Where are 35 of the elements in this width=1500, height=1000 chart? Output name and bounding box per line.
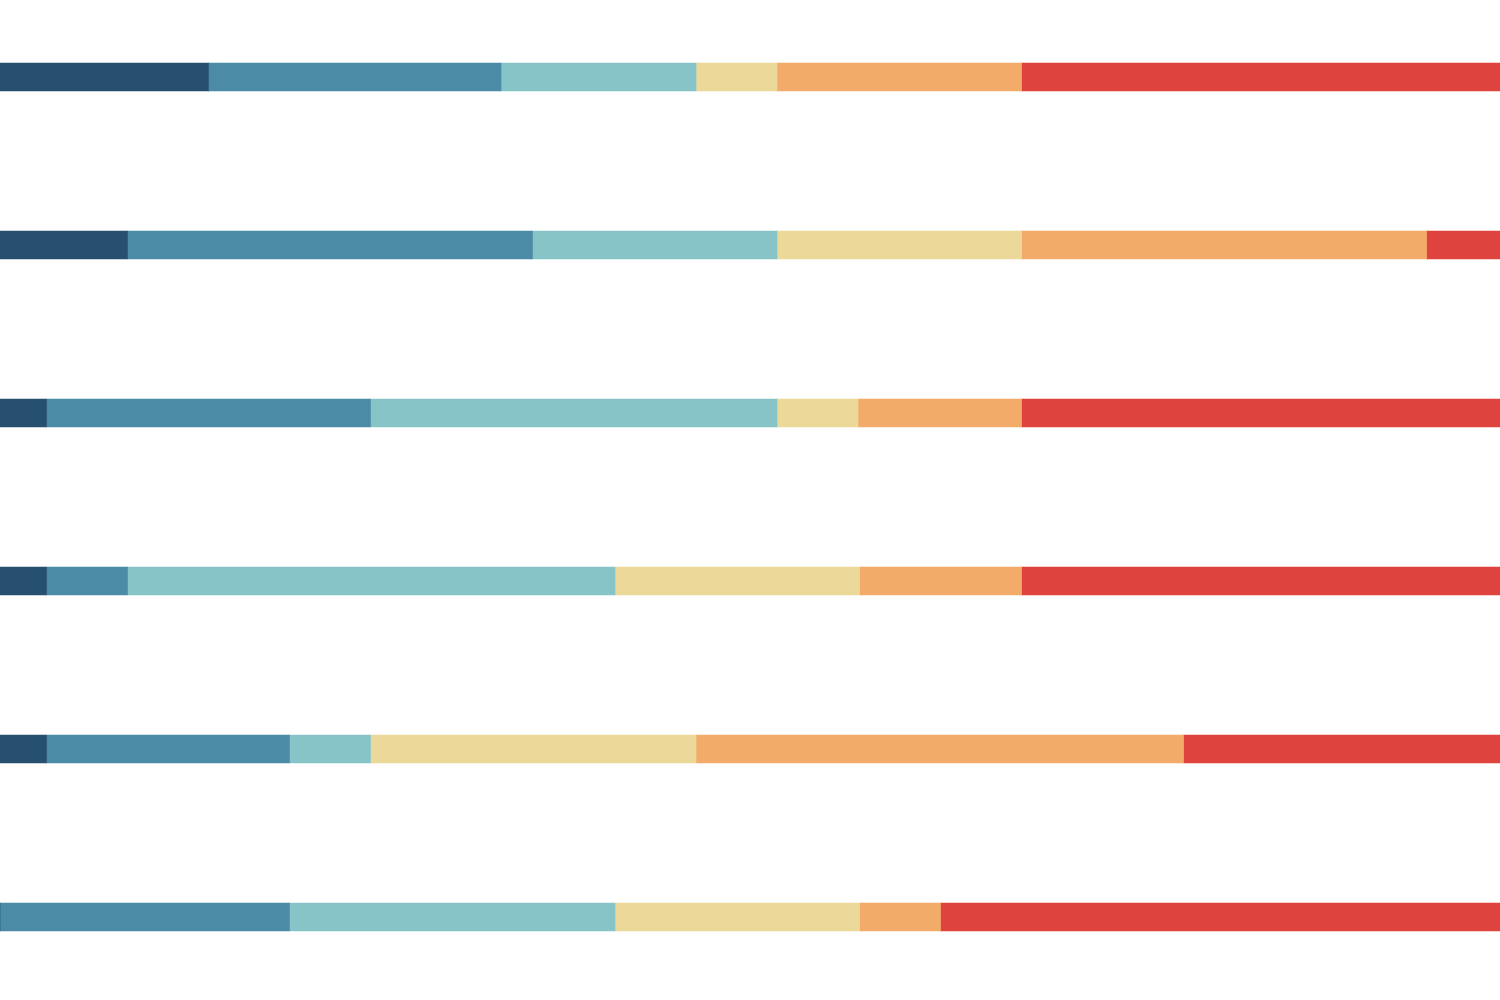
bar (614, 902, 860, 932)
bar (289, 902, 616, 932)
bar (127, 566, 616, 596)
bar (0, 566, 47, 596)
bar (1426, 230, 1500, 260)
bar (127, 230, 533, 260)
bar (46, 734, 290, 764)
bar (776, 62, 1022, 92)
bar (370, 398, 778, 428)
bar (776, 398, 859, 428)
bar (1021, 62, 1500, 92)
bar (0, 230, 128, 260)
bar (208, 62, 502, 92)
bar (46, 398, 371, 428)
bar (1021, 566, 1500, 596)
bar (0, 902, 290, 932)
bar (776, 230, 1022, 260)
bar (0, 734, 47, 764)
bar (695, 734, 1184, 764)
bar (614, 566, 860, 596)
bar (0, 398, 47, 428)
bar (1021, 398, 1500, 428)
bar (500, 62, 697, 92)
bar (859, 566, 1022, 596)
bar (0, 62, 209, 92)
bar (1183, 734, 1500, 764)
bar (940, 902, 1500, 932)
bar (46, 566, 128, 596)
bar (857, 398, 1022, 428)
bar (532, 230, 778, 260)
bar (370, 734, 697, 764)
bar (289, 734, 371, 764)
bar (1021, 230, 1427, 260)
bar (695, 62, 778, 92)
bar (859, 902, 941, 932)
